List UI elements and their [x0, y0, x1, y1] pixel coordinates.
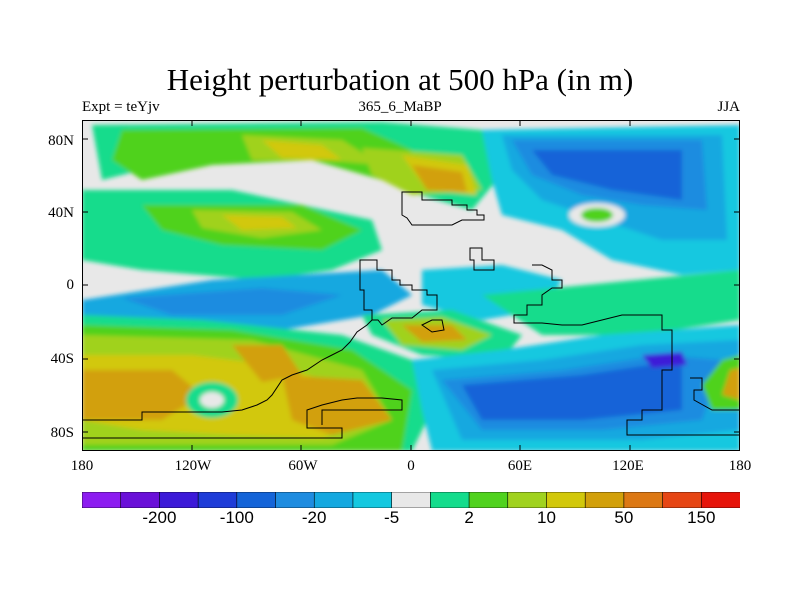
legend-label: 2	[464, 508, 474, 527]
positive-anomaly-region	[82, 370, 202, 420]
positive-anomaly-region	[581, 208, 613, 222]
height-perturbation-map	[82, 120, 740, 451]
negative-anomaly-region	[122, 288, 342, 315]
positive-anomaly-region	[282, 375, 392, 435]
legend-swatch	[236, 492, 277, 508]
positive-anomaly-region	[412, 165, 467, 192]
positive-anomaly-region	[222, 215, 297, 230]
legend-swatch	[507, 492, 548, 508]
negative-anomaly-region	[462, 360, 682, 420]
lon-tick-label: 60W	[288, 458, 318, 474]
legend-label: -100	[219, 508, 254, 527]
neutral-region	[200, 392, 224, 408]
legend-label: 50	[614, 508, 634, 527]
lon-tick-label: 60E	[507, 458, 533, 474]
legend-swatch	[275, 492, 315, 508]
positive-anomaly-region	[722, 368, 740, 400]
lat-tick-label: 80S	[50, 425, 74, 441]
legend-label: -5	[384, 508, 400, 527]
negative-anomaly-region	[532, 150, 682, 200]
continent-outlines	[82, 191, 740, 439]
legend-swatch	[623, 492, 664, 508]
legend-swatch	[120, 492, 161, 508]
negative-anomaly-region	[642, 352, 687, 368]
legend-swatch	[546, 492, 586, 508]
positive-anomaly-region	[262, 140, 342, 160]
lon-tick-label: 180	[70, 458, 94, 474]
legend-swatch	[468, 492, 509, 508]
legend-label: 150	[687, 508, 716, 527]
season-label: JJA	[717, 99, 740, 115]
legend-swatch	[391, 492, 431, 508]
legend-swatch	[197, 492, 238, 508]
legend-label: 10	[537, 508, 556, 527]
legend-label: -200	[142, 508, 177, 527]
legend-swatch	[662, 492, 702, 508]
legend-swatch	[584, 492, 625, 508]
axis-ticks	[82, 120, 740, 451]
legend-swatch	[352, 492, 393, 508]
lon-tick-label: 0	[407, 458, 415, 474]
time-period-label: 365_6_MaBP	[358, 99, 442, 115]
color-legend-bar	[82, 492, 740, 508]
lat-tick-label: 0	[66, 277, 75, 293]
legend-swatch	[82, 492, 122, 508]
experiment-label: Expt = teYjv	[82, 99, 160, 115]
positive-anomaly-region	[232, 345, 302, 382]
legend-label: -20	[301, 508, 327, 527]
lon-tick-label: 120W	[174, 458, 212, 474]
positive-anomaly-region	[482, 270, 740, 335]
lon-tick-label: 120E	[612, 458, 644, 474]
legend-swatch	[430, 492, 470, 508]
lat-tick-label: 80N	[48, 133, 74, 149]
legend-swatch	[700, 492, 740, 508]
lon-tick-label: 180	[728, 458, 752, 474]
legend-swatch	[313, 492, 354, 508]
legend-swatch	[159, 492, 199, 508]
positive-anomaly-region	[402, 325, 467, 342]
lat-tick-label: 40S	[50, 351, 74, 367]
lat-tick-label: 40N	[48, 205, 74, 221]
map-title: Height perturbation at 500 hPa (in m)	[166, 62, 634, 97]
